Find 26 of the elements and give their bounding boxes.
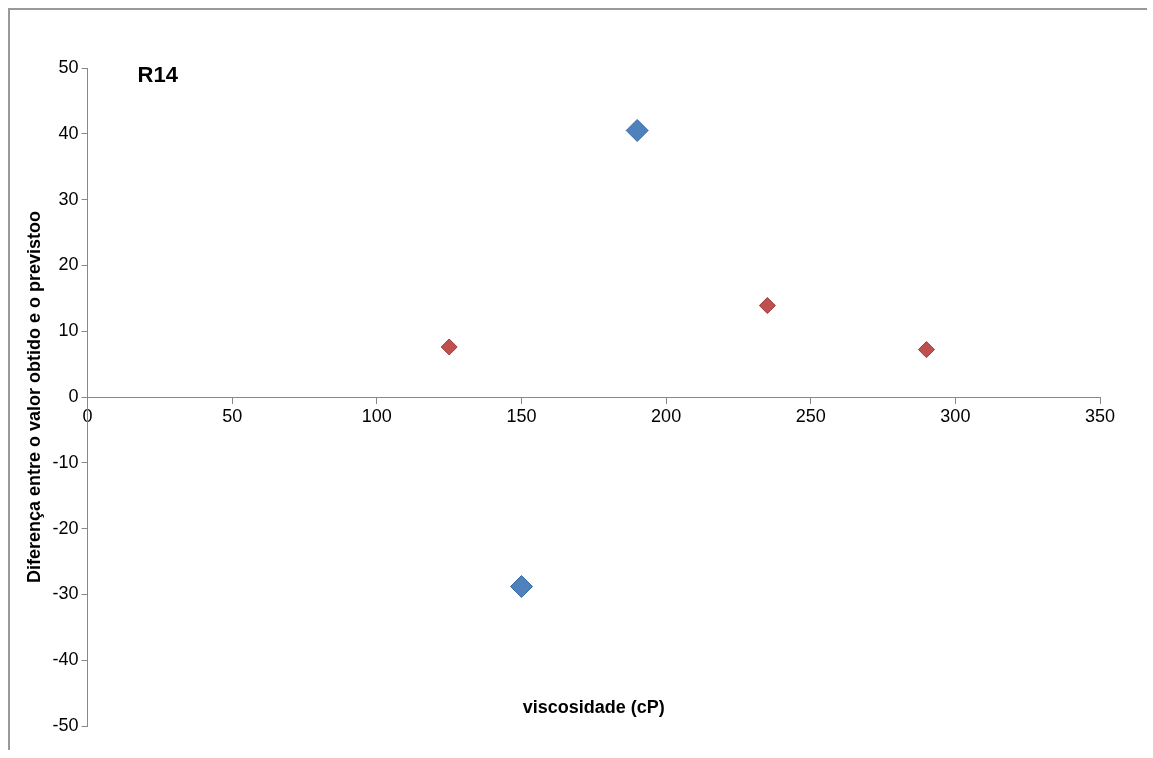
x-tick-label: 350 xyxy=(1084,405,1116,426)
y-axis-title: Diferença entre o valor obtido e o previstoo xyxy=(23,210,44,584)
x-axis-title: viscosidade (cP) xyxy=(522,696,665,717)
point xyxy=(510,575,533,598)
y-tick-label: 40 xyxy=(58,122,79,143)
y-tick-label: -50 xyxy=(52,714,79,735)
point xyxy=(625,119,649,143)
point xyxy=(917,341,935,359)
y-tick-label: -20 xyxy=(52,517,79,538)
x-tick-label: 300 xyxy=(940,405,971,426)
point xyxy=(758,297,776,315)
x-tick-label: 100 xyxy=(361,405,392,426)
x-tick-label: 200 xyxy=(651,405,682,426)
annotation: R14 xyxy=(137,62,179,88)
x-tick-label: 50 xyxy=(222,405,243,426)
point xyxy=(440,338,458,356)
y-tick-label: 30 xyxy=(58,188,79,209)
y-tick-label: 10 xyxy=(58,320,79,341)
x-tick-label: 150 xyxy=(506,405,537,426)
y-tick-label: 50 xyxy=(58,56,79,77)
y-tick-label: -40 xyxy=(52,649,79,670)
y-tick-label: 0 xyxy=(68,385,79,406)
y-tick-label: -10 xyxy=(52,451,79,472)
x-tick-label: 250 xyxy=(795,405,826,426)
y-tick-label: 20 xyxy=(58,254,79,275)
y-tick-label: -30 xyxy=(52,583,79,604)
